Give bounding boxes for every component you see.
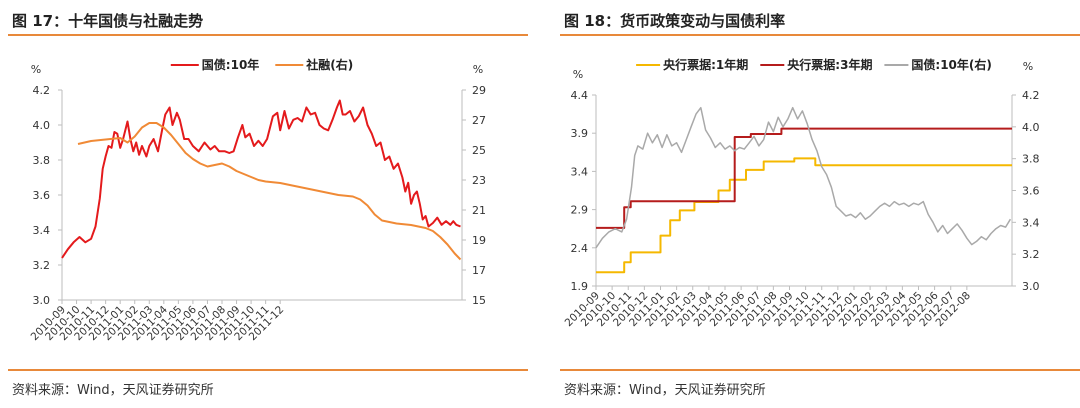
right-axis-unit: % xyxy=(1023,60,1033,73)
left-axis-unit: % xyxy=(573,68,583,81)
source-note: 资料来源：Wind，天风证券研究所 xyxy=(564,383,766,398)
y-tick-label-right: 17 xyxy=(472,264,486,277)
legend-item: 国债:10年 xyxy=(170,57,259,72)
legend-item: 国债:10年(右) xyxy=(884,57,992,72)
right-axis-unit: % xyxy=(473,63,483,76)
y-tick-label-right: 3.0 xyxy=(1022,280,1040,293)
y-tick-label-left: 3.0 xyxy=(33,294,51,307)
divider xyxy=(8,34,528,36)
legend-label: 社融(右) xyxy=(305,57,353,72)
chart-panel-left: 图 17：十年国债与社融走势 %% 3.0 3.2 3.4 3.6 3.8 4.0 4.2 15… xyxy=(0,0,528,408)
y-tick-label-right: 21 xyxy=(472,204,486,217)
y-tick-label-right: 4.2 xyxy=(1022,89,1040,102)
chart-title: 图 18：货币政策变动与国债利率 xyxy=(564,12,786,30)
legend-item: 央行票据:1年期 xyxy=(636,57,748,72)
legend-label: 国债:10年(右) xyxy=(911,57,991,72)
y-tick-label-right: 25 xyxy=(472,144,486,157)
chart-svg: % %3.03.23.43.63.84.04.215171921232527292… xyxy=(29,57,486,343)
y-tick-label-left: 4.0 xyxy=(33,119,51,132)
legend-label: 国债:10年 xyxy=(202,57,259,72)
legend-label: 央行票据:3年期 xyxy=(787,57,872,72)
y-tick-label-left: 2.9 xyxy=(571,204,589,217)
y-tick-label-right: 4.0 xyxy=(1022,121,1040,134)
y-tick-label-left: 3.4 xyxy=(571,165,589,178)
legend-item: 社融(右) xyxy=(275,57,353,72)
y-tick-label-right: 3.4 xyxy=(1022,216,1040,229)
y-tick-label-left: 3.9 xyxy=(571,127,589,140)
y-tick-label-right: 3.2 xyxy=(1022,248,1040,261)
legend-item: 央行票据:3年期 xyxy=(760,57,872,72)
series-line xyxy=(596,127,1012,229)
y-tick-label-left: 2.4 xyxy=(571,242,589,255)
y-tick-label-left: 1.9 xyxy=(571,280,589,293)
divider xyxy=(560,34,1080,36)
y-tick-label-right: 3.6 xyxy=(1022,185,1040,198)
y-tick-label-right: 15 xyxy=(472,294,486,307)
divider xyxy=(560,369,1080,371)
y-tick-label-left: 4.4 xyxy=(571,89,589,102)
chart-panel-right: 图 18：货币政策变动与国债利率 %% 1.9 2.4 2.9 3.4 3.9 4.4 3.0… xyxy=(552,0,1080,408)
y-tick-label-right: 27 xyxy=(472,114,486,127)
source-note: 资料来源：Wind，天风证券研究所 xyxy=(12,383,214,398)
series-line xyxy=(61,99,461,259)
y-tick-label-left: 3.2 xyxy=(33,259,51,272)
left-axis-unit: % xyxy=(31,63,41,76)
chart-title: 图 17：十年国债与社融走势 xyxy=(12,12,204,30)
series-line xyxy=(596,157,1012,274)
y-tick-label-left: 4.2 xyxy=(33,84,51,97)
series-line xyxy=(595,106,1012,249)
y-tick-label-right: 19 xyxy=(472,234,486,247)
y-tick-label-left: 3.8 xyxy=(33,154,51,167)
y-tick-label-right: 29 xyxy=(472,84,486,97)
divider xyxy=(8,369,528,371)
y-tick-label-right: 23 xyxy=(472,174,486,187)
series-line xyxy=(77,122,462,261)
legend-label: 央行票据:1年期 xyxy=(663,57,748,72)
y-tick-label-right: 3.8 xyxy=(1022,153,1040,166)
y-tick-label-left: 3.6 xyxy=(33,189,51,202)
y-tick-label-left: 3.4 xyxy=(33,224,51,237)
chart-svg: %% 1.9 2.4 2.9 3.4 3.9 4.4 3.0 3.2 3.4 3.6 3.8 4.0 4.… xyxy=(563,57,1040,329)
